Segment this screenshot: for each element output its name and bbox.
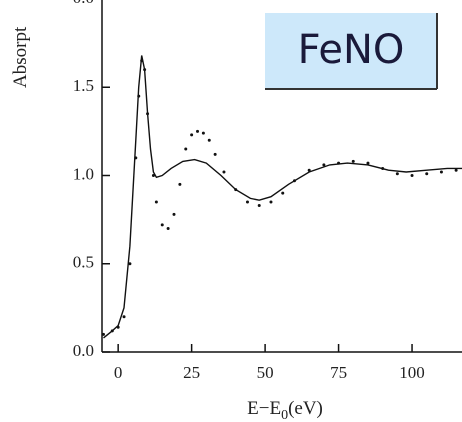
- x-tick-label: 50: [257, 363, 274, 382]
- data-point: [439, 170, 443, 174]
- data-point: [128, 262, 132, 266]
- data-point: [292, 179, 296, 183]
- data-point: [184, 147, 188, 151]
- data-point: [122, 315, 126, 319]
- data-point: [366, 161, 370, 165]
- data-point: [143, 68, 147, 72]
- data-point: [425, 172, 429, 176]
- x-axis-label: E−E0(eV): [247, 398, 323, 422]
- data-point: [154, 200, 158, 204]
- x-axis-label-main: E−E: [247, 398, 281, 419]
- data-point: [234, 188, 238, 192]
- data-point: [281, 191, 285, 195]
- data-point: [172, 212, 176, 216]
- data-point: [160, 223, 164, 227]
- data-line: [103, 55, 462, 339]
- data-point: [245, 200, 249, 204]
- x-axis-label-sub: 0: [281, 408, 288, 422]
- data-point: [178, 182, 182, 186]
- data-point: [307, 168, 311, 172]
- y-tick-label: 0.0: [73, 341, 94, 360]
- data-point: [381, 166, 385, 170]
- x-tick-label: 75: [330, 363, 347, 382]
- data-point: [137, 94, 141, 98]
- data-point: [222, 170, 226, 174]
- data-point: [151, 174, 155, 177]
- data-point: [101, 332, 105, 336]
- data-point: [196, 129, 200, 133]
- data-point: [201, 131, 205, 135]
- data-point: [351, 159, 355, 163]
- x-tick-label: 0: [114, 363, 123, 382]
- data-point: [454, 168, 458, 172]
- data-point: [257, 204, 261, 208]
- annotation-box: [265, 13, 437, 89]
- data-point: [213, 152, 217, 156]
- data-point: [134, 156, 138, 160]
- y-tick-label: 1.5: [73, 76, 94, 95]
- data-point: [146, 112, 150, 116]
- data-point: [207, 138, 211, 142]
- data-point: [190, 133, 194, 137]
- data-point: [110, 329, 114, 333]
- x-axis-label-unit: (eV): [288, 398, 323, 419]
- x-tick-label: 25: [183, 363, 200, 382]
- data-point: [337, 161, 341, 165]
- data-point: [116, 325, 120, 329]
- annotation: FeNO: [298, 27, 405, 73]
- y-axis-label: Absorpt: [10, 26, 31, 88]
- data-point: [269, 200, 273, 204]
- data-point: [166, 226, 170, 230]
- data-point: [395, 172, 399, 176]
- data-point: [140, 59, 144, 63]
- data-point: [322, 163, 326, 167]
- data-point: [410, 174, 414, 177]
- y-tick-label: 0.0: [73, 0, 94, 7]
- y-tick-label: 1.0: [73, 164, 94, 183]
- x-tick-label: 100: [399, 363, 425, 382]
- y-tick-label: 0.5: [73, 253, 94, 272]
